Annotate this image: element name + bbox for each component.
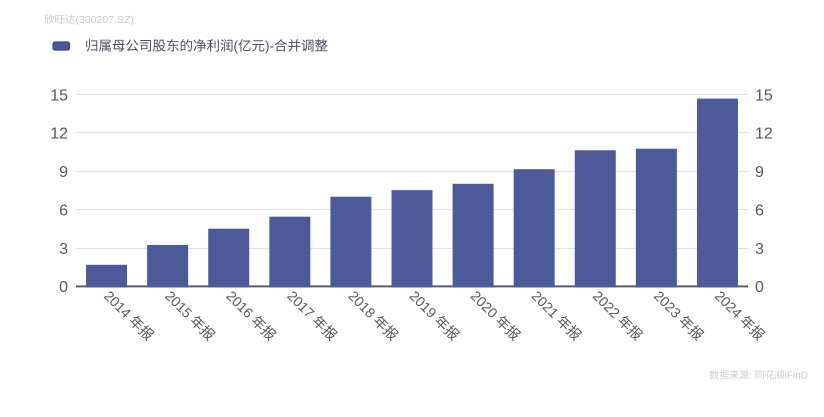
svg-text:0: 0 [755, 279, 764, 296]
svg-text:9: 9 [755, 164, 764, 181]
svg-text:3: 3 [755, 241, 764, 258]
svg-text:15: 15 [50, 87, 68, 104]
svg-text:6: 6 [59, 202, 68, 219]
svg-text:)-: )- [265, 39, 274, 54]
svg-text:0: 0 [59, 279, 68, 296]
svg-text:6: 6 [755, 202, 764, 219]
svg-text:(300207.SZ): (300207.SZ) [76, 14, 134, 26]
svg-text:9: 9 [59, 164, 68, 181]
svg-text::: : [749, 371, 752, 382]
svg-text:iFinD: iFinD [785, 371, 808, 382]
svg-text:12: 12 [755, 126, 773, 143]
svg-text:15: 15 [755, 87, 773, 104]
svg-text:(: ( [234, 39, 239, 54]
svg-text:3: 3 [59, 241, 68, 258]
svg-text:12: 12 [50, 126, 68, 143]
